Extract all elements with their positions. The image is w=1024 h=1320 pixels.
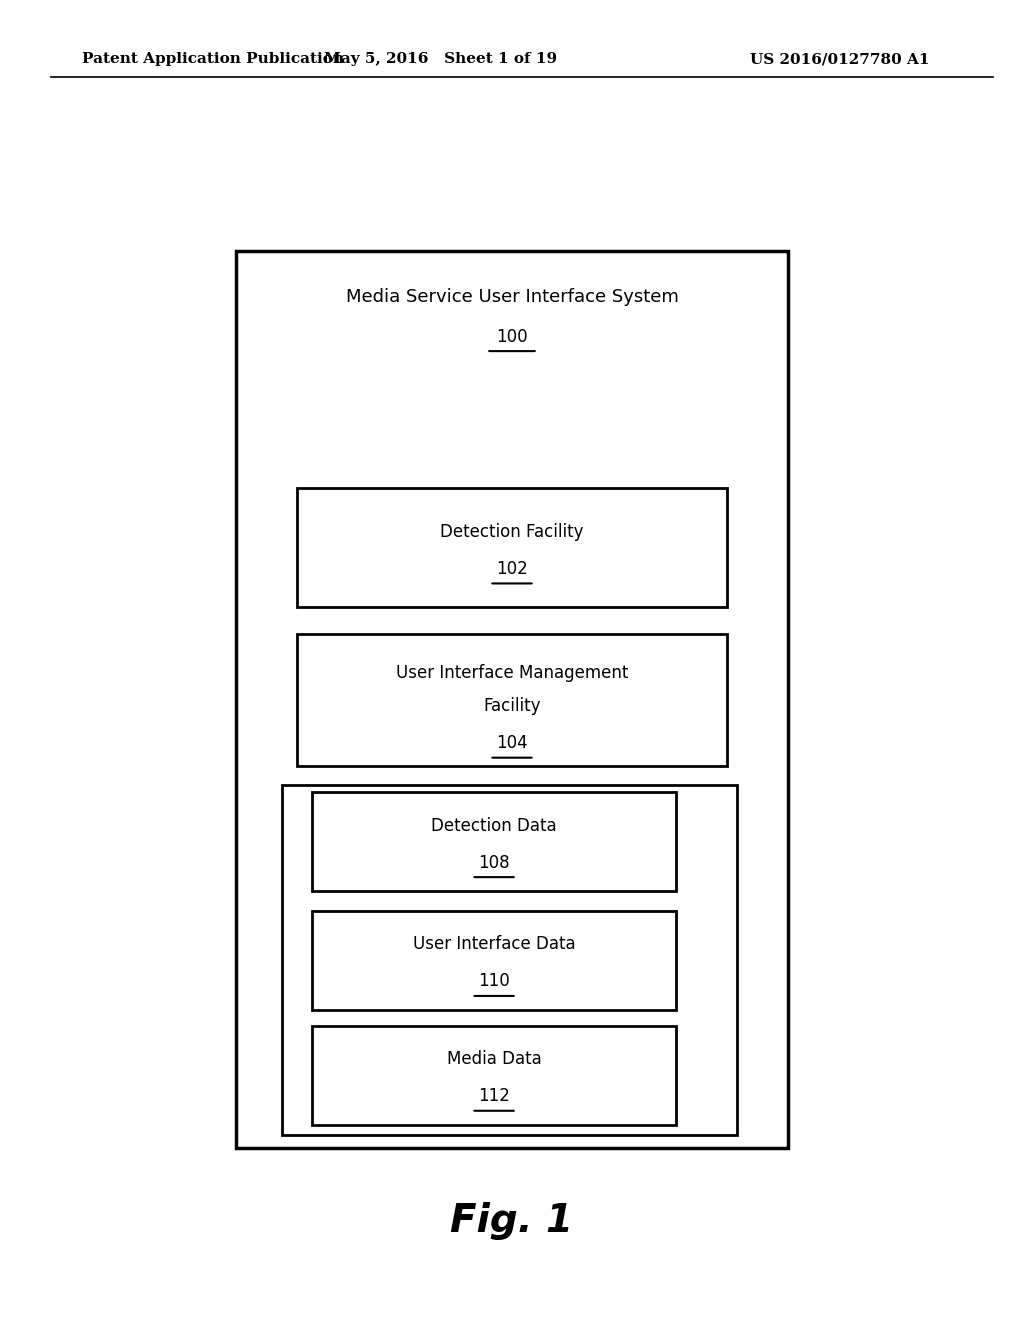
- FancyBboxPatch shape: [297, 488, 727, 607]
- Text: User Interface Management: User Interface Management: [396, 664, 628, 682]
- FancyBboxPatch shape: [312, 1026, 676, 1125]
- Text: Media Data: Media Data: [446, 1051, 542, 1068]
- Text: US 2016/0127780 A1: US 2016/0127780 A1: [750, 53, 930, 66]
- FancyBboxPatch shape: [312, 792, 676, 891]
- Text: Patent Application Publication: Patent Application Publication: [82, 53, 344, 66]
- Text: 112: 112: [478, 1088, 510, 1105]
- Text: Media Service User Interface System: Media Service User Interface System: [345, 288, 679, 306]
- Text: 106: 106: [494, 858, 525, 876]
- Text: 110: 110: [478, 973, 510, 990]
- Text: Detection Facility: Detection Facility: [440, 523, 584, 541]
- Text: User Interface Data: User Interface Data: [413, 936, 575, 953]
- FancyBboxPatch shape: [236, 251, 788, 1148]
- FancyBboxPatch shape: [282, 785, 737, 1135]
- Text: Storage Facility: Storage Facility: [445, 826, 573, 845]
- FancyBboxPatch shape: [312, 911, 676, 1010]
- Text: Fig. 1: Fig. 1: [451, 1203, 573, 1239]
- Text: Detection Data: Detection Data: [431, 817, 557, 834]
- Text: 104: 104: [497, 734, 527, 752]
- Text: 102: 102: [496, 560, 528, 578]
- Text: Facility: Facility: [483, 697, 541, 715]
- Text: 108: 108: [478, 854, 510, 871]
- Text: May 5, 2016   Sheet 1 of 19: May 5, 2016 Sheet 1 of 19: [324, 53, 557, 66]
- FancyBboxPatch shape: [297, 634, 727, 766]
- Text: 100: 100: [497, 327, 527, 346]
